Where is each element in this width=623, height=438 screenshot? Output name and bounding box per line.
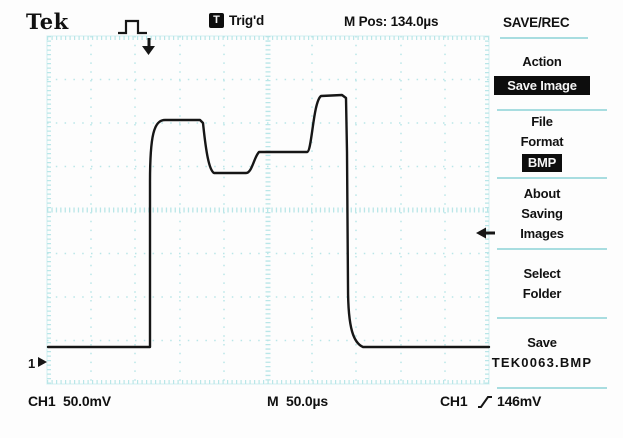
ch1-label: CH1 xyxy=(28,393,56,409)
timebase-label: M xyxy=(267,393,279,409)
menu-label: Format xyxy=(520,134,564,149)
menu-label: File xyxy=(531,114,553,129)
timebase-readout: 50.0µs xyxy=(286,393,328,409)
menu-divider xyxy=(497,109,607,111)
tek-logo: Tek xyxy=(26,9,69,34)
menu-item-select-folder[interactable]: Select Folder xyxy=(482,264,602,304)
waveform-trace xyxy=(46,93,491,349)
ch1-scale-readout: 50.0mV xyxy=(63,393,111,409)
trigger-level-readout: 146mV xyxy=(497,393,542,409)
trigger-status: Trig'd xyxy=(229,13,265,28)
menu-label: About xyxy=(523,186,561,201)
trigger-position-arrow-icon xyxy=(142,38,155,55)
menu-item-file-format[interactable]: File Format BMP xyxy=(482,112,602,172)
menu-divider xyxy=(497,317,607,319)
menu-label: Saving xyxy=(521,206,563,221)
channel-marker-number: 1 xyxy=(28,356,35,371)
horizontal-position-readout: M Pos: 134.0µs xyxy=(344,14,439,29)
menu-label: Images xyxy=(520,226,564,241)
menu-divider xyxy=(497,248,607,250)
channel1-ground-marker: 1 xyxy=(28,356,47,371)
menu-save-filename: TEK0063.BMP xyxy=(491,355,593,370)
menu-label: Action xyxy=(522,54,562,69)
menu-label: Folder xyxy=(522,286,562,301)
rising-edge-icon xyxy=(478,396,492,408)
menu-title: SAVE/REC xyxy=(503,15,570,30)
menu-selected-value: Save Image xyxy=(494,76,590,95)
menu-item-save-file[interactable]: Save TEK0063.BMP xyxy=(482,333,602,373)
channel-marker-arrow-icon xyxy=(38,357,47,367)
menu-label: Select xyxy=(523,266,561,281)
graticule: 1 xyxy=(28,35,495,385)
trigger-source-readout: CH1 xyxy=(440,393,468,409)
menu-divider xyxy=(500,37,588,39)
menu-item-about-saving-images[interactable]: About Saving Images xyxy=(482,184,602,244)
pulse-icon xyxy=(118,19,147,35)
menu-divider xyxy=(497,387,607,389)
menu-label: Save xyxy=(527,335,557,350)
menu-divider xyxy=(497,177,607,179)
trigger-badge-icon: T xyxy=(209,13,224,28)
grid-center-axes xyxy=(47,36,489,384)
trigger-level-arrow-icon xyxy=(476,227,495,239)
menu-selected-value: BMP xyxy=(522,154,562,172)
menu-item-action[interactable]: Action Save Image xyxy=(482,52,602,95)
graticule-edge-ticks xyxy=(47,36,489,384)
